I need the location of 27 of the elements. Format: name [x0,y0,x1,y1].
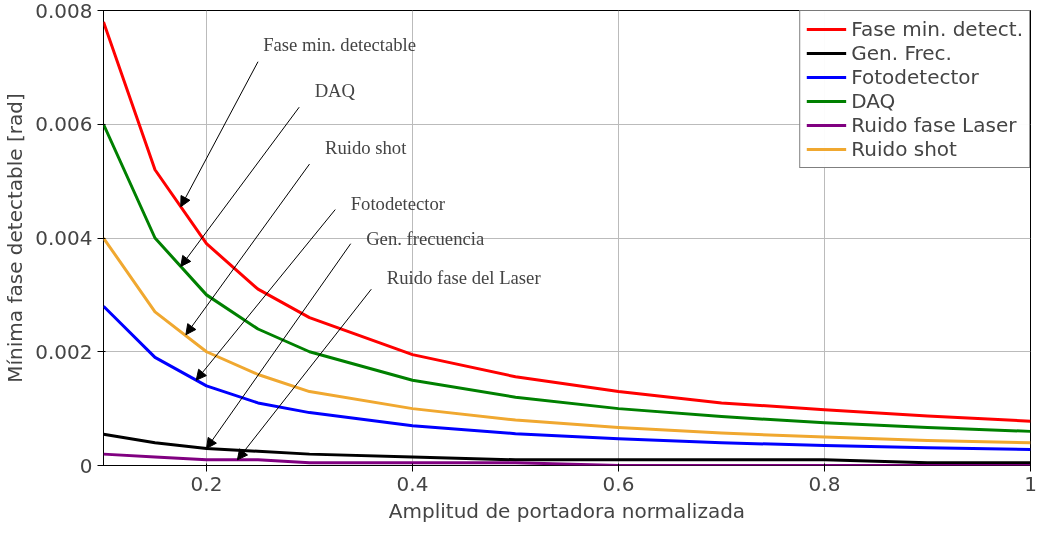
annotation: Ruido fase del Laser [386,267,542,289]
legend-label: Ruido fase Laser [851,113,1017,137]
legend-label: DAQ [851,89,896,113]
annotation: DAQ [314,79,356,101]
x-tick-label: 0.6 [602,471,635,496]
y-tick-label: 0.006 [35,112,93,137]
x-tick-label: 0.8 [808,471,841,496]
annotation: Gen. frecuencia [366,227,485,249]
line-series [103,20,1031,423]
y-tick-label: 0.004 [35,226,93,250]
x-tick-label: 1 [1024,471,1037,496]
annotation: Ruido shot [324,136,408,158]
x-axis-title: Amplitud de portadora normalizada [388,498,746,523]
annotation: Fotodetector [350,193,446,215]
x-tick-label: 0.4 [396,471,429,496]
legend-label: Gen. Frec. [851,41,952,65]
line-series [103,452,1031,466]
y-tick-label: 0.002 [35,339,93,364]
y-tick-label: 0 [79,453,93,478]
x-tick-label: 0.2 [190,471,223,496]
legend-label: Fase min. detect. [851,17,1023,41]
annotation: Fase min. detectable [263,34,416,56]
legend-label: Fotodetector [851,65,979,89]
y-tick-label: 0.008 [35,0,93,23]
legend-label: Ruido shot [851,137,957,161]
y-axis-title: Mínima fase detectable [rad] [3,93,28,383]
line-series [103,304,1031,452]
